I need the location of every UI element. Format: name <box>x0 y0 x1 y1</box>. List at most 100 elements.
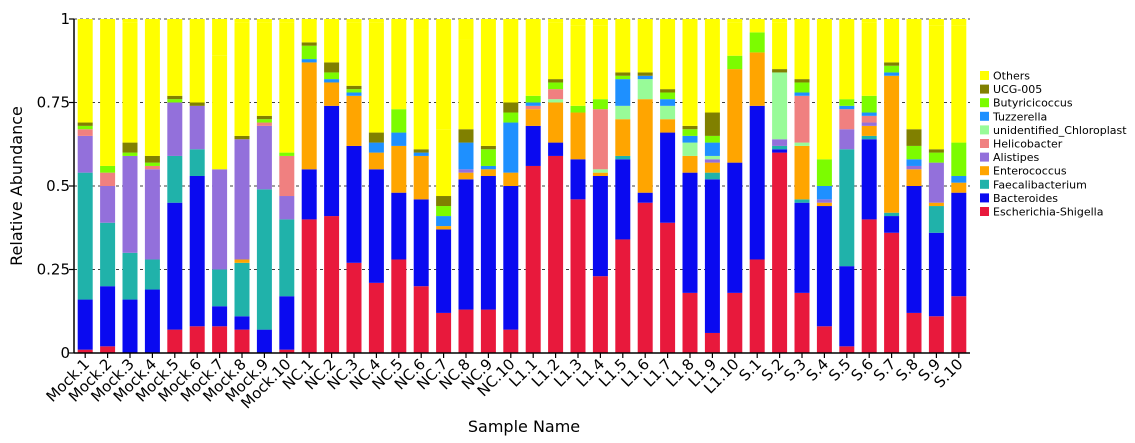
bar-stack <box>861 19 877 353</box>
bar-segment <box>212 19 228 56</box>
bar-segment <box>122 142 138 153</box>
bar-segment <box>391 145 407 193</box>
bar-segment <box>368 169 384 283</box>
bar-segment <box>256 329 272 353</box>
legend-item: Butyricicoccus <box>980 97 1073 110</box>
bar-segment <box>256 19 272 23</box>
bar-segment <box>928 232 944 317</box>
bar-segment <box>189 149 205 176</box>
bar-segment <box>391 109 407 133</box>
bar-segment <box>346 262 362 353</box>
bar-segment <box>884 232 900 353</box>
bar-segment <box>615 119 631 156</box>
bar-stack <box>167 19 183 353</box>
bar-stack <box>122 19 138 353</box>
legend-swatch <box>980 84 989 94</box>
bar-segment <box>794 82 810 93</box>
bar-segment <box>301 19 317 43</box>
bar-segment <box>906 159 922 166</box>
bar-segment <box>592 109 608 170</box>
bar-segment <box>503 172 519 186</box>
bar-segment <box>951 182 967 193</box>
legend-swatch <box>980 111 989 121</box>
bar-segment <box>144 165 160 170</box>
bar-segment <box>615 19 631 73</box>
bar-stack <box>279 19 295 353</box>
y-tick-label: 0.5 <box>46 177 70 195</box>
legend-label: Helicobacter <box>993 138 1063 151</box>
bar-segment <box>861 122 877 126</box>
bar-segment <box>548 22 564 80</box>
bar-segment <box>861 135 877 140</box>
bar-segment <box>861 125 877 136</box>
bar-segment <box>682 292 698 353</box>
bar-segment <box>167 155 183 203</box>
bar-segment <box>77 125 93 130</box>
bar-segment <box>704 112 720 136</box>
bar-segment <box>167 95 183 100</box>
bar-segment <box>391 192 407 260</box>
bar-stack <box>413 19 429 353</box>
bar-segment <box>906 165 922 170</box>
bar-segment <box>570 19 586 26</box>
y-tick-label: 1 <box>60 10 70 28</box>
bar-segment <box>368 142 384 153</box>
bar-segment <box>772 139 788 146</box>
bar-segment <box>525 109 541 126</box>
bar-segment <box>727 292 743 353</box>
bar-segment <box>637 192 653 203</box>
bar-segment <box>436 229 452 313</box>
bar-segment <box>234 262 250 317</box>
bar-segment <box>167 202 183 330</box>
bar-stack <box>816 19 832 353</box>
bar-stack <box>951 19 967 353</box>
legend-item: Bacteroides <box>980 192 1058 205</box>
bar-segment <box>436 206 452 217</box>
bar-segment <box>525 165 541 353</box>
bar-segment <box>727 55 743 70</box>
bar-segment <box>234 259 250 263</box>
bar-segment <box>122 19 138 23</box>
bar-segment <box>77 135 93 173</box>
bar-segment <box>189 102 205 106</box>
bar-segment <box>100 286 116 347</box>
bar-segment <box>100 186 116 223</box>
bar-segment <box>548 82 564 90</box>
bar-segment <box>839 149 855 267</box>
bar-segment <box>928 149 944 153</box>
bar-segment <box>167 329 183 353</box>
bar-segment <box>816 19 832 160</box>
bar-stack <box>100 19 116 353</box>
bar-stack <box>839 19 855 353</box>
bar-segment <box>615 105 631 120</box>
bar-segment <box>660 119 676 133</box>
bar-segment <box>682 129 698 136</box>
legend-label: Enterococcus <box>993 165 1067 178</box>
gridlines <box>74 18 970 270</box>
bar-stack <box>682 19 698 353</box>
bar-segment <box>592 25 608 100</box>
bar-segment <box>480 309 496 353</box>
legend-swatch <box>980 139 989 148</box>
bar-segment <box>189 105 205 150</box>
legend-item: Escherichia-Shigella <box>980 206 1103 219</box>
bar-segment <box>906 19 922 130</box>
bar-segment <box>100 165 116 173</box>
bar-segment <box>794 79 810 83</box>
bar-segment <box>749 105 765 260</box>
bar-segment <box>839 346 855 353</box>
bar-segment <box>682 142 698 156</box>
bar-segment <box>884 212 900 217</box>
bar-segment <box>503 19 519 103</box>
bar-segment <box>928 19 944 26</box>
bar-segment <box>167 99 183 103</box>
bar-segment <box>548 99 564 103</box>
bar-segment <box>637 202 653 353</box>
bar-segment <box>570 25 586 106</box>
y-tick-label: 0 <box>60 344 70 362</box>
legend-item: Helicobacter <box>980 138 1063 151</box>
bar-segment <box>928 206 944 233</box>
bar-segment <box>368 22 384 133</box>
bar-segment <box>839 129 855 150</box>
bar-segment <box>861 115 877 123</box>
